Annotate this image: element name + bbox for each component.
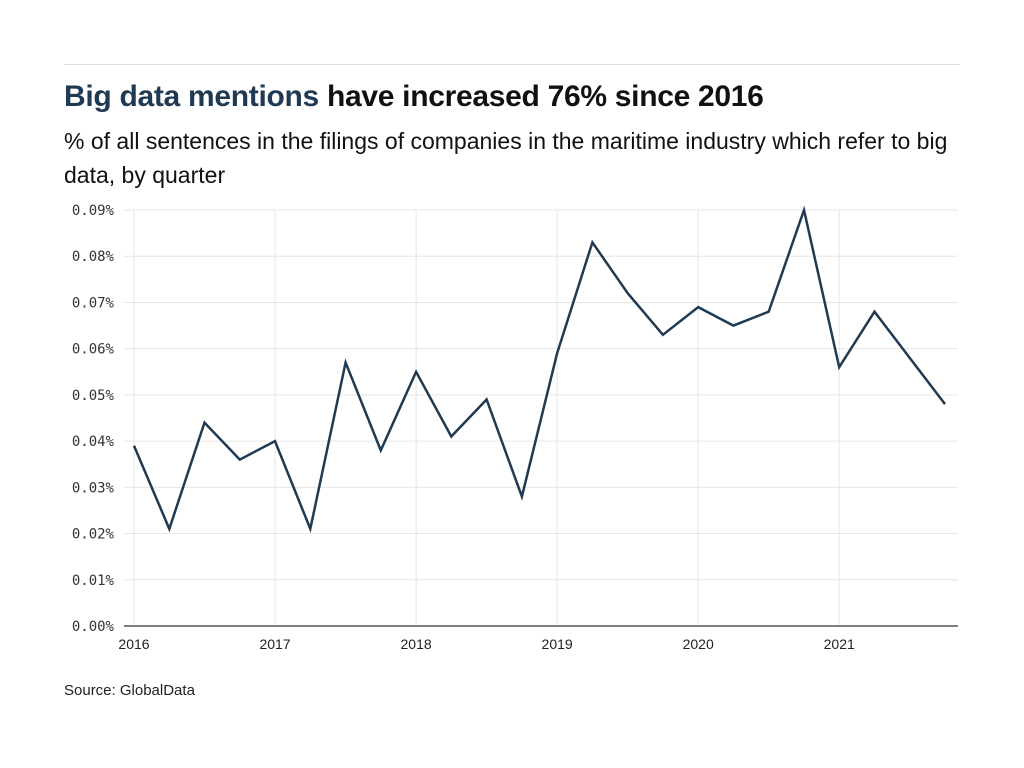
title-rest: have increased 76% since 2016 (318, 80, 764, 113)
y-tick-label: 0.05% (72, 388, 115, 404)
source-note: Source: GlobalData (64, 682, 195, 699)
y-tick-label: 0.00% (72, 619, 115, 635)
y-tick-label: 0.07% (72, 295, 115, 311)
x-tick-label: 2019 (542, 636, 573, 652)
y-gridlines (124, 209, 958, 581)
x-gridlines (133, 210, 840, 626)
x-tick-label: 2016 (118, 636, 149, 652)
series-line (132, 205, 946, 534)
y-tick-label: 0.03% (72, 480, 115, 496)
y-tick-label: 0.02% (72, 527, 115, 543)
x-tick-label: 2020 (683, 636, 714, 652)
y-tick-label: 0.06% (72, 342, 115, 358)
series-points (133, 209, 946, 530)
x-tick-label: 2021 (824, 636, 855, 652)
y-axis-ticks: 0.00% 0.01% 0.02% 0.03% 0.04% 0.05% 0.06% 0.07%… (72, 203, 115, 635)
y-tick-label: 0.09% (72, 203, 115, 219)
y-tick-label: 0.08% (72, 249, 115, 265)
top-divider (64, 64, 960, 65)
x-axis-ticks: 2016 2017 2018 2019 2020 2021 (118, 636, 855, 652)
chart-subtitle: % of all sentences in the filings of com… (64, 128, 948, 188)
y-tick-label: 0.04% (72, 434, 115, 450)
chart-title: Big data mentions have increased 76% sin… (64, 80, 764, 114)
y-tick-label: 0.01% (72, 573, 115, 589)
title-highlight: Big data mentions (64, 80, 319, 113)
x-tick-label: 2018 (401, 636, 432, 652)
x-tick-label: 2017 (259, 636, 290, 652)
